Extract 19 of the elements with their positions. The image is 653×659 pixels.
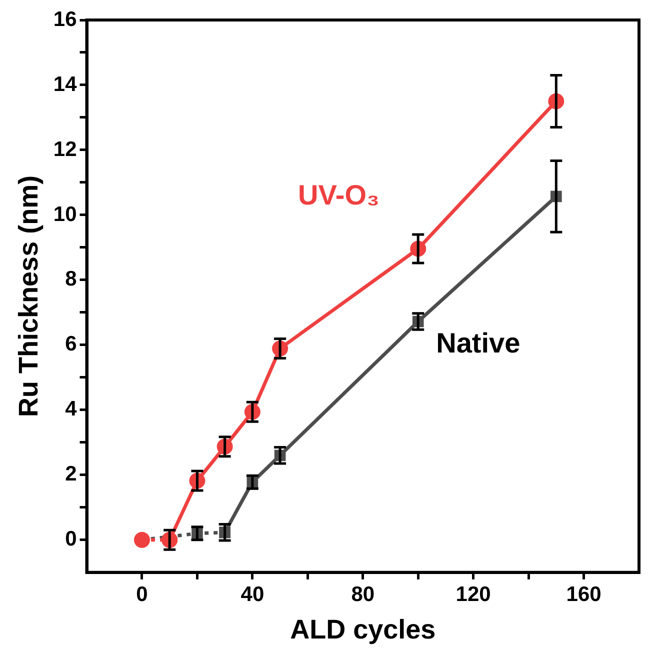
x-tick-label: 160 (566, 582, 602, 606)
y-tick-label: 8 (65, 268, 78, 291)
x-tick-label: 80 (351, 582, 375, 606)
y-tick-label: 10 (53, 202, 77, 226)
x-tick-label: 120 (456, 582, 491, 606)
point (134, 532, 150, 548)
y-tick-label: 2 (65, 462, 77, 486)
series-label: UV-O₃ (298, 180, 380, 211)
y-axis-title: Ru Thickness (nm) (14, 175, 44, 417)
y-tick-label: 14 (53, 72, 78, 96)
y-tick-label: 4 (65, 398, 78, 421)
x-axis-title: ALD cycles (290, 614, 436, 644)
y-tick-label: 16 (53, 8, 77, 31)
series-label: Native (436, 328, 520, 359)
y-tick-label: 12 (53, 138, 77, 161)
x-tick-label: 0 (136, 582, 148, 606)
y-tick-label: 0 (65, 528, 77, 551)
y-tick-label: 6 (65, 332, 77, 356)
x-tick-label: 40 (240, 582, 264, 606)
